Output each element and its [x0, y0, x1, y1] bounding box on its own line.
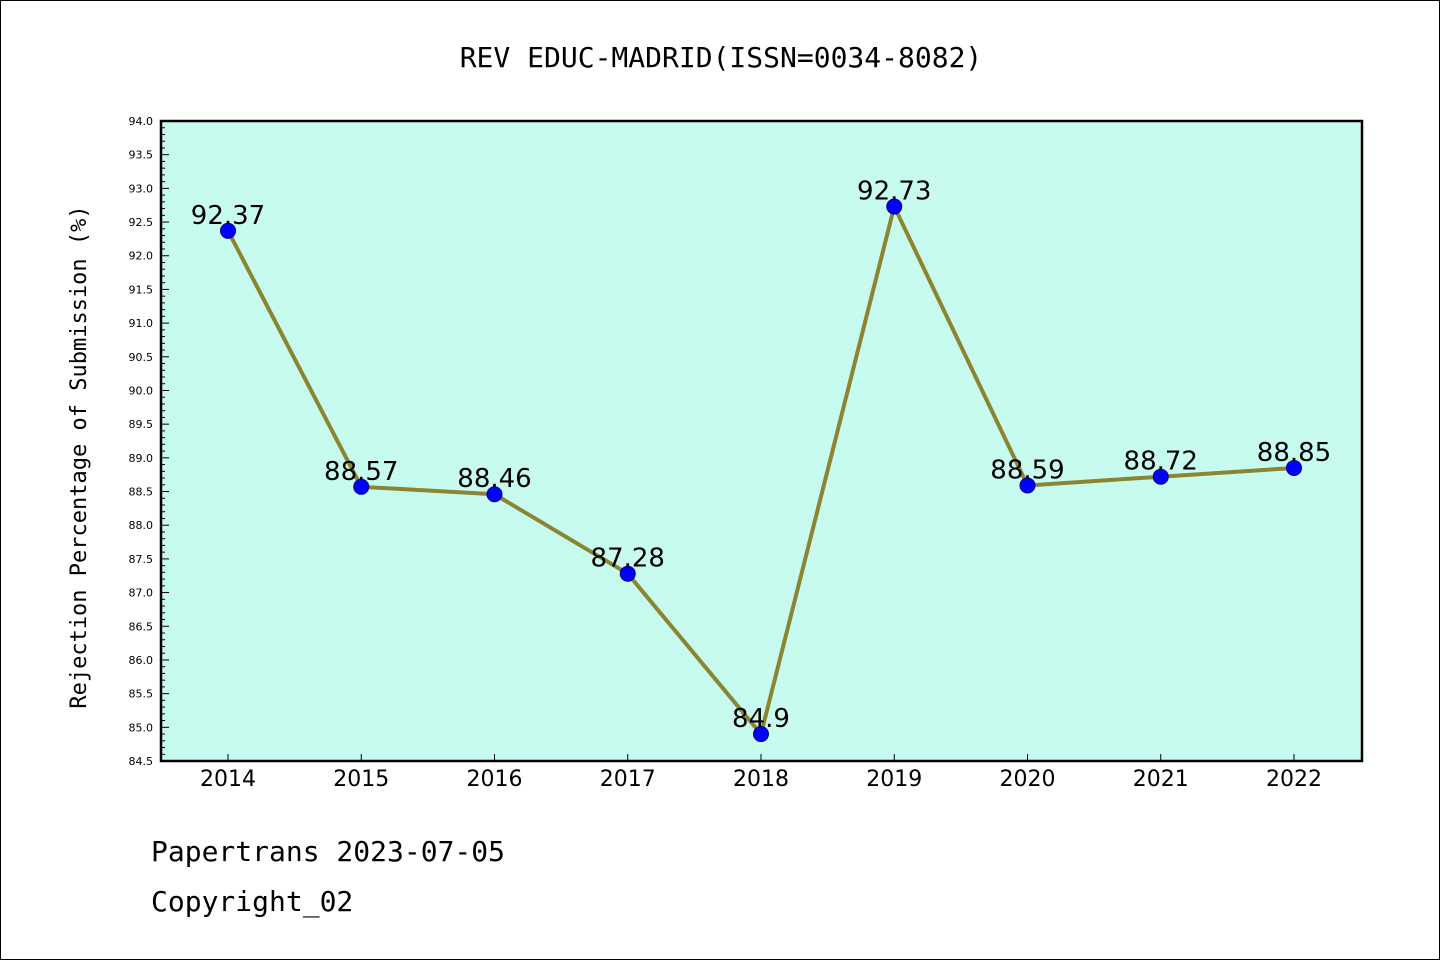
- y-tick-label: 87.5: [129, 553, 154, 566]
- y-tick-label: 85.5: [129, 688, 154, 701]
- data-point: [1152, 468, 1169, 485]
- data-label: 92.73: [857, 177, 931, 207]
- series-group: 92.37 88.57 88.46 87.28 84.9 92.73 88.59 88.72 8…: [191, 177, 1331, 743]
- data-label: 84.9: [732, 704, 790, 734]
- y-tick-label: 87.0: [129, 587, 154, 600]
- y-tick-label: 92.0: [129, 250, 154, 263]
- data-label: 92.37: [191, 201, 265, 231]
- y-tick-label: 90.5: [129, 351, 154, 364]
- y-tick-label: 93.0: [129, 182, 154, 195]
- y-tick-label: 84.5: [129, 755, 154, 768]
- footer-date-text: Papertrans 2023-07-05: [151, 835, 506, 868]
- data-point: [753, 726, 769, 743]
- x-tick-label: 2018: [733, 767, 789, 792]
- y-axis: 84.5 85.0 85.5 86.0 86.5 87.0 87.5 88.0 88.5 89.0…: [129, 115, 169, 768]
- data-label: 88.46: [457, 464, 531, 494]
- x-tick-label: 2016: [467, 767, 523, 792]
- y-tick-label: 85.0: [129, 721, 154, 734]
- footer-copyright-text: Copyright_02: [151, 885, 354, 918]
- data-label: 88.57: [324, 457, 398, 487]
- data-label: 88.59: [990, 455, 1064, 485]
- y-tick-label: 88.5: [129, 486, 154, 499]
- data-point: [619, 565, 636, 582]
- y-tick-label: 92.5: [129, 216, 154, 229]
- plot-area: [159, 119, 1364, 763]
- y-tick-label: 93.5: [129, 149, 154, 162]
- y-tick-label: 86.0: [129, 654, 154, 667]
- x-tick-label: 2019: [866, 767, 922, 792]
- data-point: [486, 486, 503, 503]
- y-tick-label: 88.0: [129, 519, 154, 532]
- data-point: [220, 222, 236, 239]
- data-label: 88.85: [1257, 438, 1331, 468]
- y-tick-label: 86.5: [129, 620, 154, 633]
- x-axis: 2014 2015 2016 2017 2018 2019 2020 2021 2022: [200, 754, 1322, 792]
- x-tick-label: 2022: [1266, 767, 1322, 792]
- y-tick-label: 90.0: [129, 384, 154, 397]
- chart-title: REV EDUC-MADRID(ISSN=0034-8082): [460, 41, 983, 74]
- data-point: [1019, 477, 1036, 494]
- x-tick-label: 2020: [1000, 767, 1056, 792]
- x-tick-label: 2015: [333, 767, 389, 792]
- data-point: [886, 198, 903, 215]
- y-tick-label: 89.5: [129, 418, 154, 431]
- data-label: 87.28: [591, 544, 665, 574]
- data-label: 88.72: [1124, 447, 1198, 477]
- x-tick-label: 2014: [200, 767, 256, 792]
- data-point: [1286, 459, 1302, 476]
- x-tick-label: 2017: [600, 767, 656, 792]
- y-axis-label: Rejection Percentage of Submission (%): [67, 205, 92, 708]
- y-tick-label: 91.5: [129, 283, 154, 296]
- y-tick-label: 94.0: [129, 115, 154, 128]
- data-point: [353, 478, 370, 495]
- x-tick-label: 2021: [1133, 767, 1189, 792]
- y-tick-label: 91.0: [129, 317, 154, 330]
- y-tick-label: 89.0: [129, 452, 154, 465]
